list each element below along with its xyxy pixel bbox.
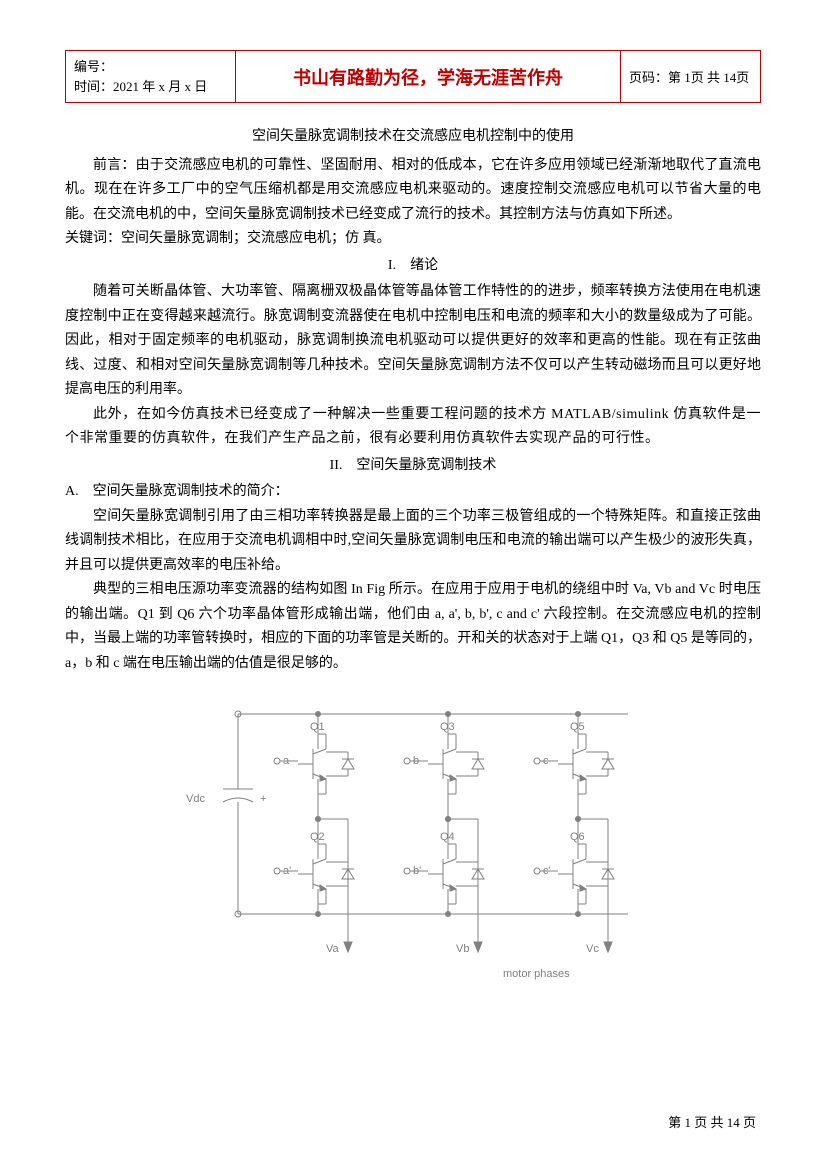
svg-text:Q2: Q2 [310,831,325,843]
svg-text:Vb: Vb [456,943,469,955]
svg-text:Vdc: Vdc [186,793,205,805]
section-2-heading: II. 空间矢量脉宽调制技术 [65,454,761,479]
section-2-sub-a: A. 空间矢量脉宽调制技术的简介： [65,480,761,505]
circuit-diagram-container: Vdc+Q1aQ3bQ5cQ2a'Q4b'Q6c'VaVbVcmotor pha… [65,694,761,984]
time-value: 2021 年 x 月 x 日 [113,79,207,94]
section-1-para-2: 此外，在如今仿真技术已经变成了一种解决一些重要工程问题的技术方 MATLAB/s… [65,403,761,452]
time-label: 时间： [74,79,113,94]
svg-text:Q5: Q5 [570,721,585,733]
svg-text:Va: Va [326,943,340,955]
page-footer: 第 1 页 共 14 页 [668,1112,756,1131]
keywords-line: 关键词：空间矢量脉宽调制；交流感应电机；仿 真。 [65,227,761,252]
document-content: 空间矢量脉宽调制技术在交流感应电机控制中的使用 前言：由于交流感应电机的可靠性、… [65,125,761,676]
page-label: 页码： [629,70,668,85]
svg-text:Q4: Q4 [440,831,455,843]
header-table: 编号： 时间：2021 年 x 月 x 日 书山有路勤为径，学海无涯苦作舟 页码… [65,50,761,103]
time-line: 时间：2021 年 x 月 x 日 [74,77,227,97]
svg-text:+: + [260,793,266,805]
svg-text:motor phases: motor phases [503,968,570,980]
bianhao-label: 编号： [74,57,227,77]
header-right-cell: 页码：第 1页 共 14页 [621,51,761,103]
section-2-para-2: 典型的三相电压源功率变流器的结构如图 In Fig 所示。在应用于应用于电机的绕… [65,578,761,676]
section-1-heading: I. 绪论 [65,254,761,279]
section-1-para-1: 随着可关断晶体管、大功率管、隔离栅双极晶体管等晶体管工作特性的的进步，频率转换方… [65,280,761,403]
svg-text:Q6: Q6 [570,831,585,843]
svg-text:Q3: Q3 [440,721,455,733]
page-value: 第 1页 共 14页 [668,70,749,85]
document-title: 空间矢量脉宽调制技术在交流感应电机控制中的使用 [65,125,761,150]
inverter-circuit-diagram: Vdc+Q1aQ3bQ5cQ2a'Q4b'Q6c'VaVbVcmotor pha… [168,694,658,984]
preface-paragraph: 前言：由于交流感应电机的可靠性、坚固耐用、相对的低成本，它在许多应用领域已经渐渐… [65,154,761,228]
section-2-para-1: 空间矢量脉宽调制引用了由三相功率转换器是最上面的三个功率三极管组成的一个特殊矩阵… [65,505,761,579]
svg-text:Q1: Q1 [310,721,325,733]
header-left-cell: 编号： 时间：2021 年 x 月 x 日 [66,51,236,103]
header-motto: 书山有路勤为径，学海无涯苦作舟 [236,51,621,103]
svg-text:Vc: Vc [586,943,599,955]
